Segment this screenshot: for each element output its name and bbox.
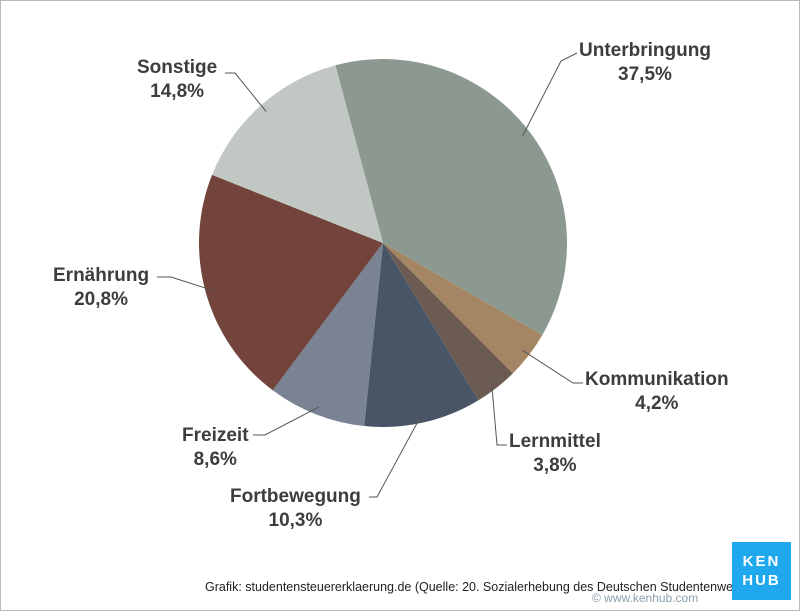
leader-line-unterbringung <box>522 52 578 137</box>
label-kommunikation-category: Kommunikation <box>585 369 729 390</box>
label-ernaehrung: Ernährung 20,8% <box>53 264 149 312</box>
label-unterbringung: Unterbringung 37,5% <box>579 39 711 87</box>
kenhub-logo[interactable]: KEN HUB <box>732 542 791 600</box>
pie-slice-unterbringung <box>335 59 568 335</box>
pie-slice-freizeit <box>272 243 383 427</box>
pie-slice-lernmittel <box>383 243 513 401</box>
label-unterbringung-category: Unterbringung <box>579 40 711 61</box>
label-fortbewegung-category: Fortbewegung <box>230 486 361 507</box>
label-fortbewegung-value: 10,3% <box>268 510 323 531</box>
pie-slice-ernaehrung <box>198 174 383 391</box>
label-ernaehrung-category: Ernährung <box>53 265 150 286</box>
leader-line-freizeit <box>253 406 320 436</box>
source-caption: Grafik: studentensteuererklaerung.de (Qu… <box>205 580 744 594</box>
leader-line-ernaehrung <box>157 276 214 292</box>
label-fortbewegung: Fortbewegung 10,3% <box>230 485 361 533</box>
leader-line-fortbewegung <box>369 414 423 498</box>
label-ernaehrung-value: 20,8% <box>74 289 128 310</box>
leader-lines <box>157 52 583 498</box>
pie-slice-kommunikation <box>383 243 543 374</box>
pie-slice-sonstige <box>212 65 383 244</box>
label-kommunikation: Kommunikation 4,2% <box>585 368 729 416</box>
label-lernmittel-category: Lernmittel <box>509 431 601 452</box>
label-freizeit: Freizeit 8,6% <box>182 424 249 472</box>
label-sonstige: Sonstige 14,8% <box>137 56 217 104</box>
label-sonstige-value: 14,8% <box>150 81 205 102</box>
leader-line-lernmittel <box>491 381 507 446</box>
pie-slice-fortbewegung <box>364 243 479 427</box>
leader-line-kommunikation <box>522 349 583 384</box>
label-lernmittel: Lernmittel 3,8% <box>509 430 601 478</box>
logo-line-2: HUB <box>742 572 781 589</box>
leader-line-sonstige <box>225 72 267 112</box>
label-unterbringung-value: 37,5% <box>618 64 672 85</box>
copyright-text: © www.kenhub.com <box>592 591 699 605</box>
label-freizeit-category: Freizeit <box>182 425 249 446</box>
logo-line-1: KEN <box>742 553 781 570</box>
pie-slices <box>198 59 568 427</box>
label-freizeit-value: 8,6% <box>193 449 237 470</box>
label-sonstige-category: Sonstige <box>137 57 218 78</box>
label-kommunikation-value: 4,2% <box>635 393 679 414</box>
label-lernmittel-value: 3,8% <box>533 455 577 476</box>
